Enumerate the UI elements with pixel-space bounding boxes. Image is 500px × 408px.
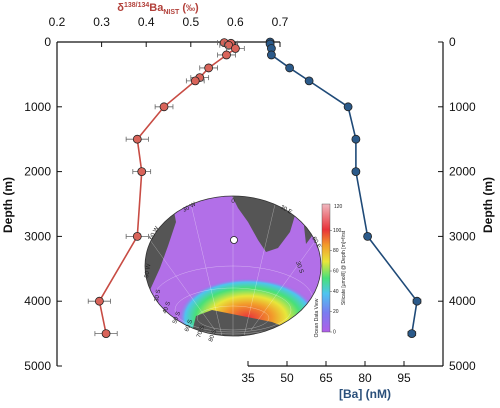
top-x-tick-label: 0.6	[227, 15, 244, 29]
lat-label-50s: 50 S	[172, 311, 182, 325]
colorbar-tick-label: 60	[333, 269, 339, 275]
data-point-bottom	[363, 231, 373, 241]
data-point-top	[230, 44, 240, 53]
lat-label-70s: 70 S	[196, 325, 206, 339]
data-point-bottom	[343, 102, 353, 112]
lon-label-0: 0	[231, 199, 235, 205]
data-point-bottom	[304, 76, 314, 86]
data-point-top	[190, 76, 200, 86]
y-axis-title-right: Depth (m)	[481, 177, 495, 233]
data-point-top	[101, 329, 111, 339]
colorbar	[321, 203, 331, 333]
y-tick-label-left: 0	[44, 35, 51, 49]
data-point-top	[137, 167, 147, 177]
colorbar-tick-label: 100	[333, 228, 342, 234]
lon-label-60e: 60 E	[310, 236, 321, 250]
lat-label-80s: 80 S	[208, 329, 218, 343]
colorbar-top-label: 120	[334, 204, 343, 210]
lat-label-60s: 60 S	[184, 319, 194, 333]
data-point-top	[222, 50, 231, 60]
inset-map: 0 30 W 60 W 90 W 30 E 60 E 30 S 30 S 40 …	[144, 195, 347, 343]
y-tick-label-right: 4000	[449, 294, 476, 308]
top-x-tick-label: 0.7	[272, 15, 289, 29]
bottom-x-tick-label: 50	[280, 371, 294, 385]
y-tick-label-left: 5000	[24, 359, 51, 373]
data-point-top	[132, 231, 142, 241]
top-axis-title: δ138/134BaNIST (‰)	[117, 2, 199, 16]
top-x-tick-label: 0.3	[93, 15, 110, 29]
colorbar-tick-label: 0	[333, 330, 336, 336]
data-point-bottom	[412, 296, 422, 306]
top-x-tick-label: 0.5	[182, 15, 199, 29]
land-africa	[232, 196, 296, 252]
data-point-bottom	[407, 329, 417, 339]
y-tick-label-right: 5000	[449, 359, 476, 373]
map-globe	[145, 196, 321, 336]
lat-label-30s-left: 30 S	[154, 289, 162, 302]
colorbar-credit: Ocean Data View	[314, 298, 320, 337]
colorbar-tick-label: 40	[333, 289, 339, 295]
lon-label-30e: 30 E	[279, 205, 293, 216]
y-tick-label-left: 2000	[24, 165, 51, 179]
map-outline	[144, 195, 322, 337]
colorbar-title: Silicate [µmol/l] @ Depth [m]=first	[341, 230, 347, 305]
y-tick-label-left: 1000	[24, 100, 51, 114]
top-x-tick-label: 0.4	[138, 15, 155, 29]
data-point-top	[204, 63, 214, 73]
colorbar-tick-label: 80	[333, 248, 339, 254]
y-tick-label-right: 3000	[449, 229, 476, 243]
lat-label-30s-right: 30 S	[294, 261, 304, 275]
y-tick-label-left: 3000	[24, 229, 51, 243]
data-point-top	[132, 134, 142, 144]
data-point-bottom	[351, 134, 361, 144]
colorbar-tick-label: 20	[333, 309, 339, 315]
data-point-bottom	[351, 167, 361, 177]
lon-label-90w: 90 W	[144, 263, 152, 278]
bottom-x-tick-label: 35	[241, 371, 255, 385]
bottom-x-tick-label: 65	[319, 371, 333, 385]
lat-label-40s: 40 S	[162, 301, 172, 315]
bottom-axis-title: [Ba] (nM)	[339, 387, 391, 401]
bottom-x-tick-label: 95	[397, 371, 411, 385]
colorbar-ticks: 0 20 40 60 80 100	[330, 228, 342, 336]
data-point-bottom	[285, 63, 295, 73]
bottom-x-tick-label: 80	[358, 371, 372, 385]
y-tick-label-right: 2000	[449, 165, 476, 179]
y-tick-label-left: 4000	[24, 294, 51, 308]
y-tick-label-right: 1000	[449, 100, 476, 114]
y-axis-title-left: Depth (m)	[1, 177, 15, 233]
data-point-bottom	[266, 50, 276, 60]
data-point-top	[159, 102, 169, 112]
station-marker	[230, 236, 238, 244]
series-layer	[87, 37, 422, 339]
y-tick-label-right: 0	[449, 35, 456, 49]
graticule	[149, 196, 317, 336]
top-x-tick-label: 0.2	[49, 15, 66, 29]
data-point-top	[94, 296, 104, 306]
